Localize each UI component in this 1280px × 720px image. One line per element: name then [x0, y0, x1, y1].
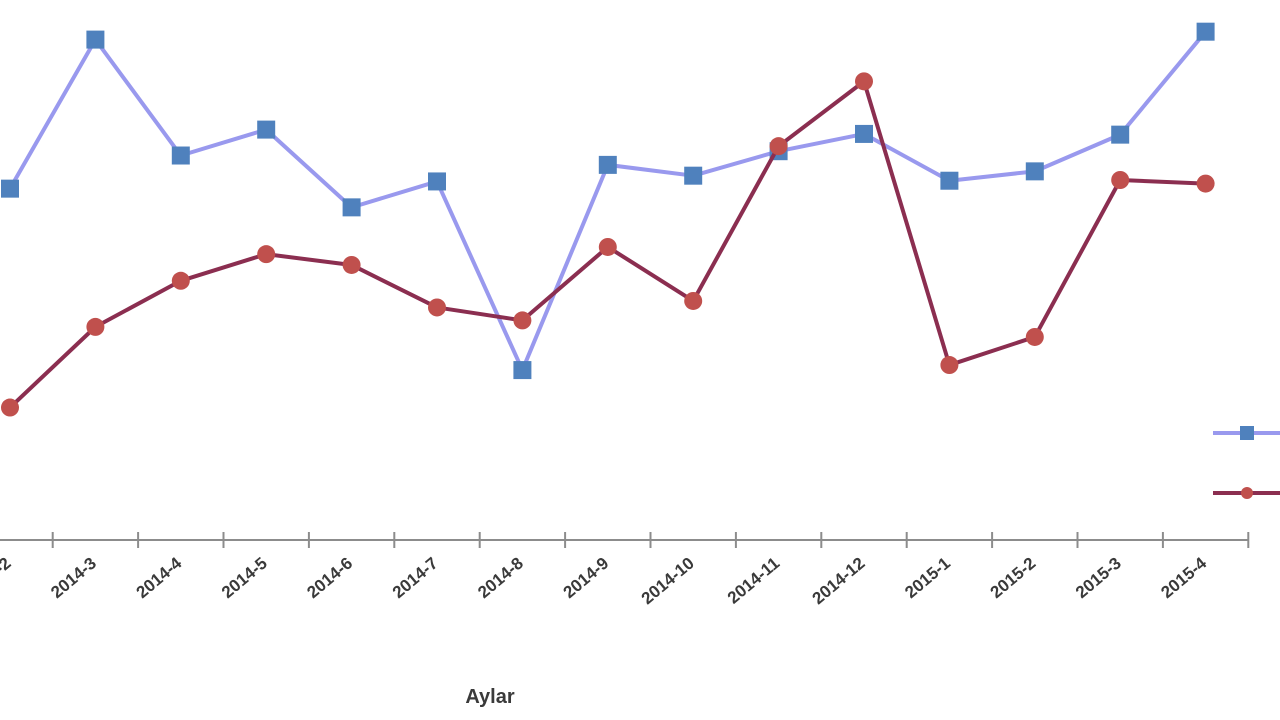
data-point: [1196, 22, 1215, 41]
data-point: [171, 146, 190, 165]
legend-item: [1213, 426, 1280, 440]
data-point: [855, 124, 873, 143]
data-point: [257, 245, 276, 264]
series-line: [8, 30, 1208, 373]
data-point: [342, 198, 361, 217]
data-point: [342, 255, 361, 274]
series-2: [1, 72, 1215, 417]
data-point: [1111, 171, 1130, 189]
data-point: [1196, 174, 1215, 193]
data-point: [1025, 162, 1044, 181]
x-tick-label: 2015-2: [987, 554, 1040, 603]
data-point: [940, 356, 959, 375]
legend-item: [1213, 487, 1280, 499]
series-layer: [1, 22, 1215, 417]
data-point: [513, 311, 532, 330]
x-tick-label: 2014-9: [560, 554, 613, 603]
data-point: [171, 271, 190, 290]
x-tick-label: 2014-11: [724, 554, 783, 608]
x-tick-label: 2014-3: [47, 554, 100, 603]
x-tick-label: 2014-5: [218, 554, 271, 603]
x-tick-label: 2014-2: [0, 554, 15, 603]
legend: [1213, 426, 1280, 499]
data-point: [598, 237, 617, 256]
x-axis-title: Aylar: [465, 686, 515, 708]
data-point: [257, 120, 276, 139]
data-point: [684, 166, 703, 185]
data-point: [1025, 327, 1044, 346]
x-tick-label: 2014-8: [474, 554, 527, 603]
data-point: [1, 398, 19, 417]
x-axis: 2014-2 2014-3 2014-4 2014-5 2014-6 2014-7 2014…: [0, 532, 1250, 609]
x-tick-label: 2015-4: [1157, 553, 1210, 602]
data-point: [86, 317, 105, 336]
legend-marker: [1241, 487, 1253, 499]
data-point: [940, 171, 959, 190]
x-tick-label: 2014-6: [303, 554, 356, 603]
data-point: [684, 291, 703, 310]
x-tick-label: 2014-4: [133, 553, 186, 602]
x-tick-label: 2014-12: [809, 554, 869, 609]
data-point: [428, 298, 446, 317]
data-point: [769, 137, 788, 156]
data-point: [86, 30, 105, 49]
data-point: [513, 361, 532, 380]
data-point: [855, 72, 873, 91]
x-tick-label: 2014-7: [389, 554, 442, 603]
data-point: [1111, 125, 1130, 144]
data-point: [428, 172, 446, 191]
x-tick-label: 2015-1: [901, 554, 954, 603]
legend-marker: [1240, 426, 1254, 440]
x-tick-label: 2015-3: [1072, 554, 1125, 603]
series-1: [1, 22, 1215, 380]
data-point: [1, 179, 19, 198]
x-tick-label: 2014-10: [638, 554, 698, 609]
data-point: [598, 155, 617, 174]
